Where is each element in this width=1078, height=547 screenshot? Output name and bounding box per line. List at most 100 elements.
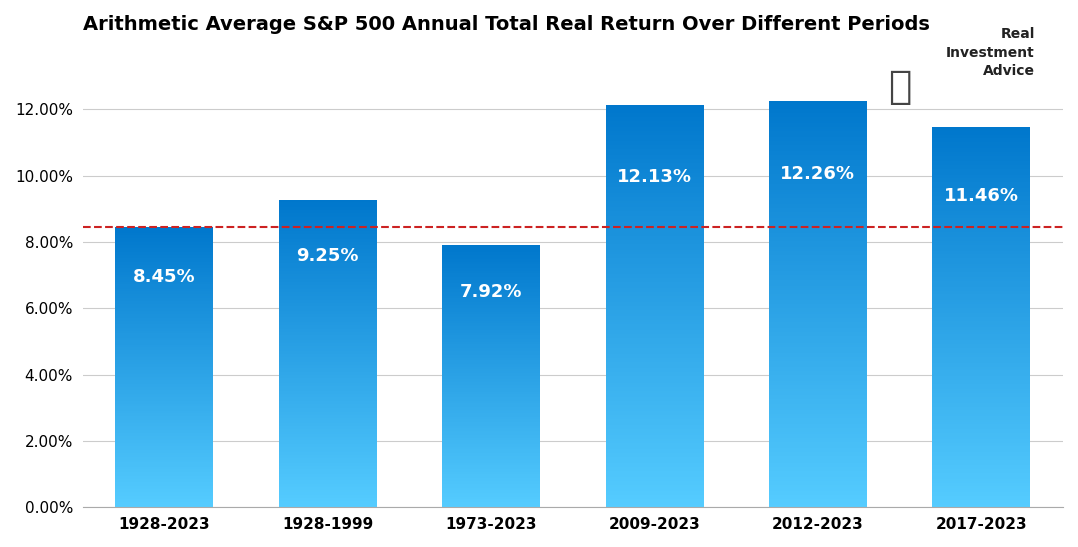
Bar [115,370,213,371]
Bar [115,349,213,350]
Bar [606,326,704,328]
Bar [115,270,213,272]
Bar [279,226,377,228]
Text: 12.26%: 12.26% [780,165,856,183]
Bar [279,346,377,348]
Bar [606,330,704,332]
Bar [442,254,540,255]
Bar [279,285,377,286]
Bar [442,489,540,490]
Bar [932,471,1031,473]
Bar [606,381,704,382]
Bar [932,485,1031,486]
Bar [769,263,867,265]
Bar [442,339,540,340]
Bar [115,279,213,280]
Bar [442,397,540,398]
Bar [606,505,704,507]
Bar [279,288,377,289]
Bar [442,470,540,472]
Bar [769,192,867,194]
Bar [115,389,213,391]
Bar [932,224,1031,226]
Bar [279,375,377,377]
Bar [279,428,377,429]
Bar [442,335,540,336]
Bar [279,497,377,498]
Bar [769,155,867,158]
Bar [932,213,1031,214]
Bar [115,311,213,312]
Text: 12.13%: 12.13% [617,168,692,187]
Bar [606,403,704,405]
Bar [115,272,213,273]
Bar [279,278,377,280]
Bar [115,380,213,381]
Bar [115,449,213,450]
Bar [115,399,213,401]
Bar [606,375,704,376]
Bar [606,473,704,475]
Bar [279,213,377,214]
Bar [279,415,377,417]
Bar [115,336,213,337]
Bar [932,311,1031,313]
Bar [115,290,213,292]
Bar [115,415,213,416]
Bar [932,446,1031,449]
Bar [606,379,704,381]
Bar [279,501,377,503]
Bar [115,325,213,327]
Bar [769,365,867,367]
Bar [115,230,213,231]
Bar [932,190,1031,191]
Bar [442,274,540,275]
Bar [279,320,377,322]
Bar [769,363,867,365]
Bar [606,242,704,243]
Bar [606,284,704,286]
Bar [932,380,1031,382]
Bar [769,152,867,153]
Bar [932,167,1031,169]
Bar [606,338,704,340]
Bar [115,467,213,468]
Bar [279,495,377,497]
Bar [606,125,704,127]
Bar [442,360,540,362]
Bar [115,247,213,248]
Bar [932,283,1031,285]
Bar [279,408,377,409]
Bar [606,268,704,270]
Bar [115,265,213,266]
Bar [769,310,867,312]
Bar [115,273,213,275]
Bar [115,373,213,374]
Bar [442,443,540,444]
Bar [606,497,704,499]
Bar [279,260,377,262]
Bar [769,261,867,263]
Bar [442,329,540,330]
Bar [442,474,540,476]
Bar [769,385,867,387]
Bar [279,220,377,222]
Bar [279,475,377,476]
Bar [279,451,377,452]
Bar [606,131,704,133]
Bar [442,498,540,499]
Bar [606,163,704,165]
Bar [279,443,377,444]
Bar [442,281,540,283]
Bar [279,449,377,451]
Bar [442,391,540,392]
Bar [442,431,540,432]
Bar [279,380,377,381]
Bar [932,503,1031,505]
Bar [932,409,1031,410]
Bar [115,406,213,408]
Bar [279,383,377,385]
Bar [442,317,540,318]
Bar [442,430,540,431]
Bar [115,353,213,354]
